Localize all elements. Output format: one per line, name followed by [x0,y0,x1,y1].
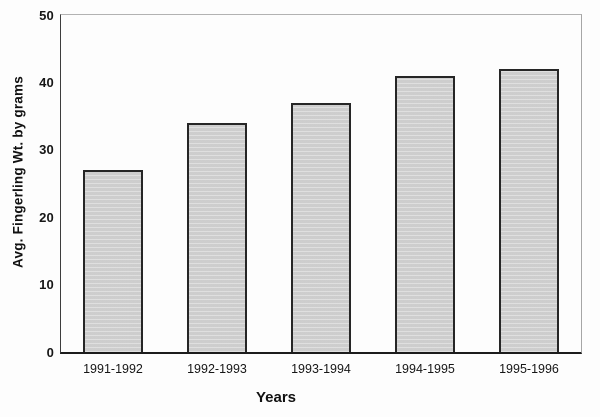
y-tick-label-20: 20 [39,209,54,225]
y-tick-label-40: 40 [39,74,54,90]
x-tick-label-1993-1994: 1993-1994 [291,362,351,376]
bar-1991-1992 [83,170,143,352]
bar-1992-1993 [187,123,247,352]
y-tick-label-10: 10 [39,277,54,293]
bar-1995-1996 [499,69,559,352]
x-tick-label-1995-1996: 1995-1996 [499,362,559,376]
y-tick-label-0: 0 [46,344,54,360]
y-tick-label-50: 50 [39,7,54,23]
x-tick-label-1992-1993: 1992-1993 [187,362,247,376]
y-tick-label-30: 30 [39,142,54,158]
bar-1993-1994 [291,103,351,352]
x-tick-label-1994-1995: 1994-1995 [395,362,455,376]
bar-1994-1995 [395,76,455,352]
x-axis-title: Years [255,389,297,406]
y-axis-title: Avg. Fingerling Wt. by grams [10,76,26,268]
plot-area [60,14,582,354]
x-tick-label-1991-1992: 1991-1992 [83,362,143,376]
